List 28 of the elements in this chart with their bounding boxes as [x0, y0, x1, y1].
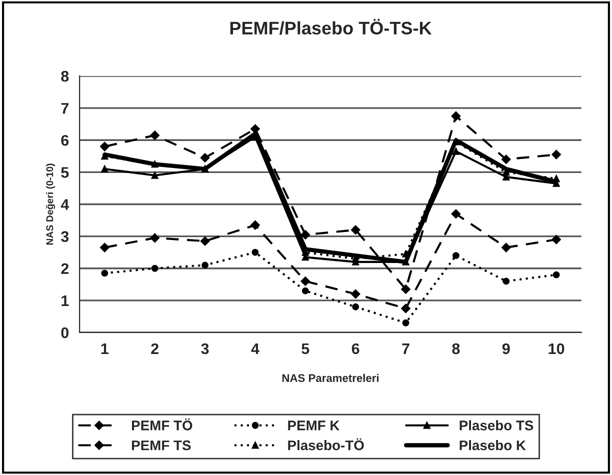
- y-tick-label: 6: [61, 134, 69, 146]
- x-axis-title: NAS Parametreleri: [282, 374, 378, 382]
- x-tick-label: 2: [151, 343, 158, 354]
- y-tick-label: 0: [61, 327, 69, 338]
- y-tick-label: 1: [62, 295, 69, 306]
- x-tick-label: 1: [101, 343, 108, 354]
- legend-label: PEMF K: [288, 420, 340, 430]
- legend-label: Plasebo K: [460, 440, 526, 450]
- legend-label: PEMF TÖ: [132, 418, 192, 430]
- x-tick-label: 10: [548, 343, 564, 354]
- x-tick-label: 8: [452, 343, 460, 354]
- y-tick-label: 7: [61, 103, 68, 114]
- x-tick-label: 3: [201, 343, 209, 354]
- y-tick-label: 5: [61, 167, 69, 178]
- x-tick-label: 6: [352, 343, 360, 354]
- y-tick-label: 3: [61, 231, 69, 242]
- legend-label: Plasebo TS: [460, 420, 534, 430]
- y-tick-label: 2: [61, 263, 69, 274]
- y-tick-label: 8: [61, 70, 69, 82]
- y-tick-label: 4: [60, 199, 70, 210]
- x-tick-label: 7: [402, 343, 410, 354]
- legend-label: Plasebo-TÖ: [288, 438, 364, 450]
- x-tick-label: 5: [302, 343, 310, 354]
- legend-label: PEMF TS: [132, 440, 191, 450]
- x-tick-label: 9: [502, 343, 510, 354]
- y-axis-title: NAS Değeri (0-10): [46, 164, 56, 245]
- x-tick-label: 4: [251, 343, 260, 354]
- chart-title: PEMF/Plasebo TÖ-TS-K: [230, 18, 432, 35]
